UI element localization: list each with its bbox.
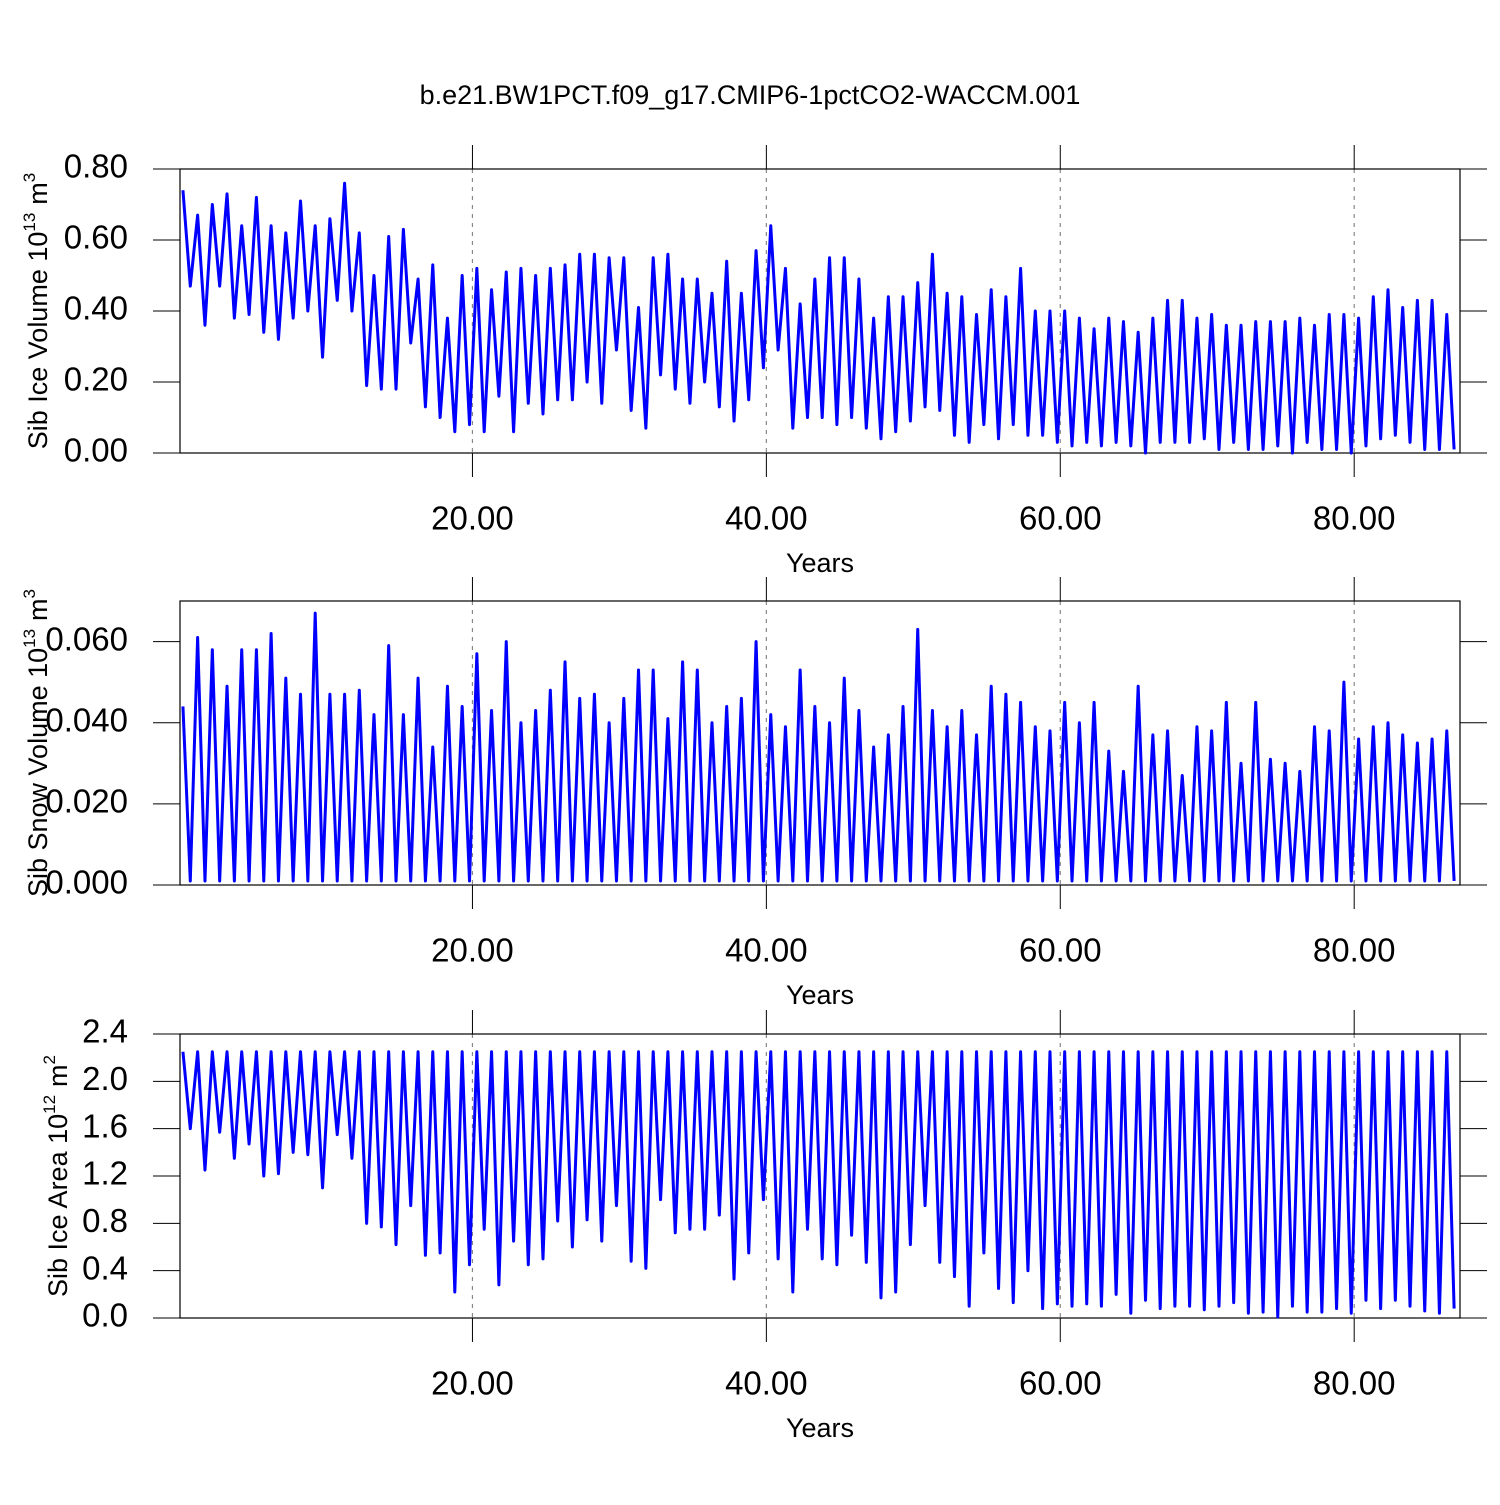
x-tick-label: 20.00 <box>431 932 514 969</box>
y-tick-label: 2.4 <box>82 1013 128 1050</box>
data-line <box>181 1050 1456 1319</box>
y-axis-label: Sib Ice Area 1012 m2 <box>40 1055 73 1297</box>
y-tick-label: 1.6 <box>82 1107 128 1144</box>
y-axis-label: Sib Ice Volume 1013 m3 <box>20 173 53 450</box>
y-axis-label-part: Sib Ice Area 10 <box>43 1114 73 1297</box>
y-axis-label-part: 13 <box>20 629 39 648</box>
plot-frame <box>179 1033 1461 1319</box>
x-tick-label: 60.00 <box>1019 932 1102 969</box>
y-tick-label: 0.8 <box>82 1202 128 1239</box>
y-axis-label-part: Sib Snow Volume 10 <box>23 648 53 897</box>
y-axis-label-part: m <box>43 1064 73 1087</box>
y-tick-label: 0.000 <box>45 864 128 901</box>
y-axis-label-part: 3 <box>20 589 39 598</box>
x-tick-label: 80.00 <box>1313 500 1396 537</box>
figure-title: b.e21.BW1PCT.f09_g17.CMIP6-1pctCO2-WACCM… <box>420 80 1081 110</box>
plot-frame <box>179 168 1461 454</box>
x-tick-label: 40.00 <box>725 932 808 969</box>
y-axis-label-part: 12 <box>40 1095 59 1114</box>
y-axis-label: Sib Snow Volume 1013 m3 <box>20 589 53 897</box>
y-tick-label: 0.040 <box>45 701 128 738</box>
y-tick-label: 0.40 <box>64 290 128 327</box>
y-tick-label: 0.00 <box>64 432 128 469</box>
y-tick-label: 0.060 <box>45 620 128 657</box>
x-tick-label: 80.00 <box>1313 1365 1396 1402</box>
y-tick-label: 2.0 <box>82 1060 128 1097</box>
y-axis-label-part: m <box>23 182 53 205</box>
x-axis-label: Years <box>786 548 854 578</box>
x-tick-label: 20.00 <box>431 500 514 537</box>
y-tick-label: 0.0 <box>82 1297 128 1334</box>
data-line <box>181 611 1456 883</box>
y-axis-label-part: 2 <box>40 1055 59 1064</box>
y-axis-label-part: Sib Ice Volume 10 <box>23 232 53 450</box>
data-line <box>181 181 1456 455</box>
x-tick-label: 40.00 <box>725 1365 808 1402</box>
y-tick-label: 0.60 <box>64 219 128 256</box>
x-tick-label: 80.00 <box>1313 932 1396 969</box>
plot-frame <box>179 600 1461 886</box>
y-tick-label: 0.80 <box>64 148 128 185</box>
x-tick-label: 40.00 <box>725 500 808 537</box>
x-tick-label: 60.00 <box>1019 1365 1102 1402</box>
y-tick-label: 0.020 <box>45 783 128 820</box>
y-tick-label: 0.4 <box>82 1249 128 1286</box>
x-axis-label: Years <box>786 1413 854 1443</box>
y-tick-label: 0.20 <box>64 361 128 398</box>
y-axis-label-part: m <box>23 598 53 621</box>
x-axis-label: Years <box>786 980 854 1010</box>
y-axis-label-part: 13 <box>20 213 39 232</box>
x-tick-label: 20.00 <box>431 1365 514 1402</box>
y-tick-label: 1.2 <box>82 1155 128 1192</box>
x-tick-label: 60.00 <box>1019 500 1102 537</box>
y-axis-label-part: 3 <box>20 173 39 182</box>
